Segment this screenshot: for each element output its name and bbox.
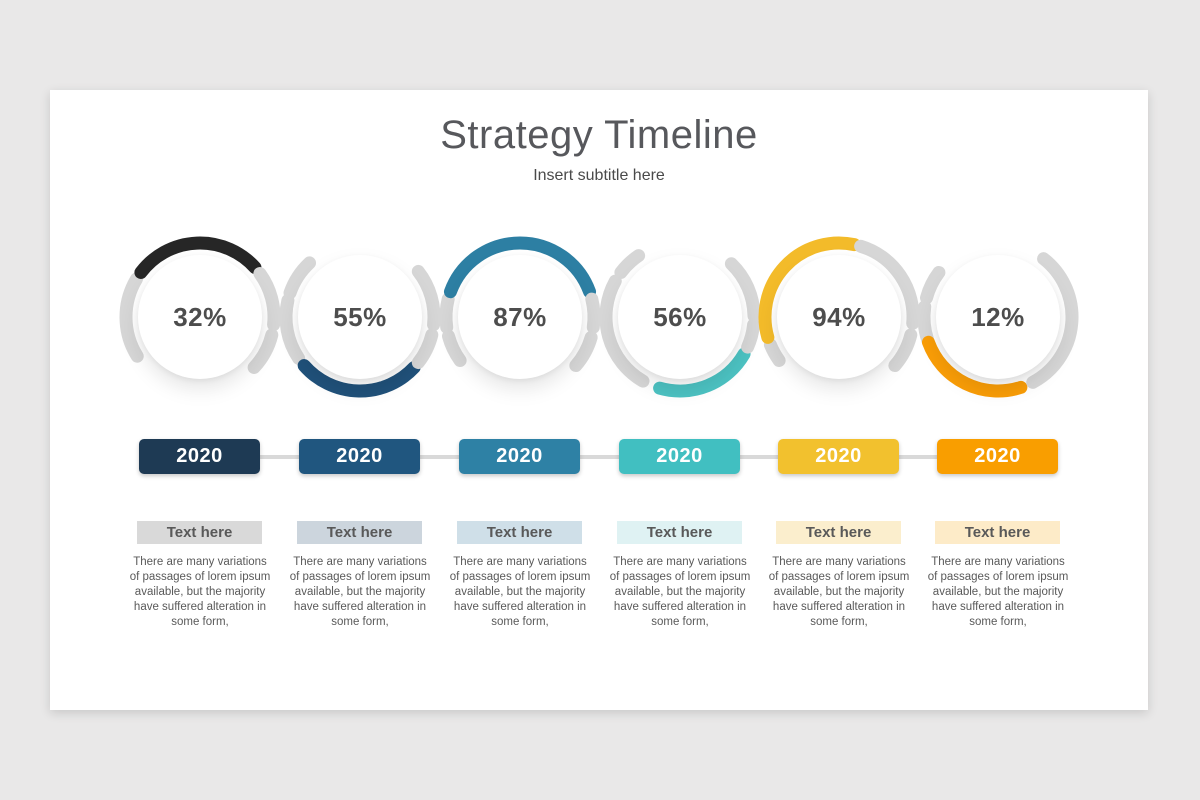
progress-circle: 12% <box>913 232 1083 402</box>
item-description: There are many variations of passages of… <box>289 556 431 628</box>
percent-disc: 94% <box>777 255 901 379</box>
ring-accent-arc <box>921 335 1028 398</box>
ring-track-arc <box>411 328 439 370</box>
ring-track-arc <box>569 330 598 373</box>
year-badge: 2020 <box>459 439 580 474</box>
progress-ring <box>758 236 920 373</box>
timeline-connector <box>200 455 998 459</box>
timeline-item: 32% 2020 Text here There are many variat… <box>115 232 285 710</box>
progress-ring <box>279 256 441 398</box>
percent-disc: 56% <box>618 255 742 379</box>
slide-card: Strategy Timeline Insert subtitle here 3… <box>50 90 1148 710</box>
item-description: There are many variations of passages of… <box>449 556 591 628</box>
item-label: Text here <box>617 521 742 544</box>
percent-value: 94% <box>812 301 866 332</box>
ring-track-arc <box>411 264 441 332</box>
item-description: There are many variations of passages of… <box>768 556 910 628</box>
ring-track-arc <box>442 329 467 367</box>
ring-track-arc <box>283 256 317 300</box>
ring-track-arc <box>247 328 279 374</box>
progress-circle: 55% <box>275 232 445 402</box>
ring-track-arc <box>741 318 761 354</box>
ring-track-arc <box>724 257 761 323</box>
progress-ring <box>599 249 761 398</box>
ring-track-arc <box>854 239 920 330</box>
timeline-item: 94% 2020 Text here There are many variat… <box>754 232 924 710</box>
ring-accent-arc <box>134 236 262 279</box>
percent-disc: 32% <box>138 255 262 379</box>
ring-accent-arc <box>443 236 597 299</box>
timeline-item: 12% 2020 Text here There are many variat… <box>913 232 1083 710</box>
progress-circle: 32% <box>115 232 285 402</box>
ring-track-arc <box>614 249 646 279</box>
timeline-item: 55% 2020 Text here There are many variat… <box>275 232 445 710</box>
item-label: Text here <box>137 521 262 544</box>
progress-ring <box>439 236 601 373</box>
ring-track-arc <box>920 265 946 305</box>
item-label: Text here <box>776 521 901 544</box>
item-description: There are many variations of passages of… <box>129 556 271 628</box>
ring-track-arc <box>1026 252 1079 389</box>
year-badge: 2020 <box>937 439 1058 474</box>
progress-ring <box>917 252 1079 398</box>
percent-value: 55% <box>333 301 387 332</box>
ring-accent-arc <box>758 236 861 344</box>
ring-track-arc <box>917 300 935 347</box>
progress-circle: 87% <box>435 232 605 402</box>
percent-disc: 12% <box>936 255 1060 379</box>
progress-ring <box>119 236 281 374</box>
ring-track-arc <box>888 328 918 373</box>
year-badge: 2020 <box>299 439 420 474</box>
percent-value: 56% <box>653 301 707 332</box>
item-label: Text here <box>297 521 422 544</box>
percent-value: 32% <box>173 301 227 332</box>
year-badge: 2020 <box>619 439 740 474</box>
timeline-item: 87% 2020 Text here There are many variat… <box>435 232 605 710</box>
percent-value: 12% <box>971 301 1025 332</box>
percent-value: 87% <box>493 301 547 332</box>
ring-track-arc <box>439 292 455 334</box>
year-badge: 2020 <box>139 439 260 474</box>
ring-track-arc <box>585 292 601 334</box>
ring-accent-arc <box>653 347 751 398</box>
percent-disc: 55% <box>298 255 422 379</box>
timeline-item: 56% 2020 Text here There are many variat… <box>595 232 765 710</box>
slide-title: Strategy Timeline <box>440 113 758 157</box>
item-description: There are many variations of passages of… <box>927 556 1069 628</box>
percent-disc: 87% <box>458 255 582 379</box>
year-badge: 2020 <box>778 439 899 474</box>
ring-track-arc <box>119 272 144 363</box>
progress-circle: 56% <box>595 232 765 402</box>
ring-track-arc <box>253 267 281 332</box>
item-label: Text here <box>457 521 582 544</box>
ring-accent-arc <box>297 359 421 398</box>
ring-track-arc <box>763 338 786 367</box>
progress-circle: 94% <box>754 232 924 402</box>
slide-subtitle: Insert subtitle here <box>533 167 665 184</box>
item-label: Text here <box>935 521 1060 544</box>
ring-track-arc <box>599 274 650 388</box>
item-description: There are many variations of passages of… <box>609 556 751 628</box>
ring-track-arc <box>279 293 306 365</box>
